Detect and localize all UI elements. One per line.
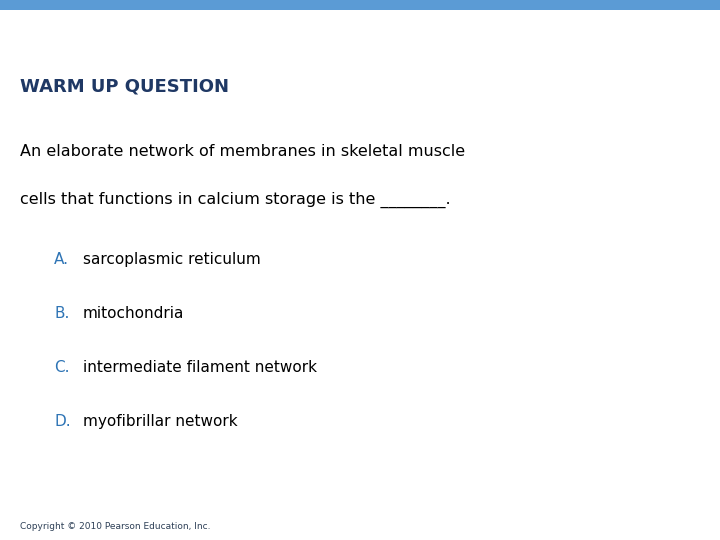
- Text: myofibrillar network: myofibrillar network: [83, 414, 238, 429]
- Text: B.: B.: [54, 306, 69, 321]
- Text: intermediate filament network: intermediate filament network: [83, 360, 317, 375]
- Text: An elaborate network of membranes in skeletal muscle: An elaborate network of membranes in ske…: [20, 144, 465, 159]
- Text: mitochondria: mitochondria: [83, 306, 184, 321]
- Text: cells that functions in calcium storage is the ________.: cells that functions in calcium storage …: [20, 192, 451, 208]
- Text: D.: D.: [54, 414, 71, 429]
- Text: A.: A.: [54, 252, 69, 267]
- Text: WARM UP QUESTION: WARM UP QUESTION: [20, 77, 229, 96]
- Bar: [0, 0, 720, 10]
- Text: C.: C.: [54, 360, 70, 375]
- Text: Copyright © 2010 Pearson Education, Inc.: Copyright © 2010 Pearson Education, Inc.: [20, 522, 211, 531]
- Text: sarcoplasmic reticulum: sarcoplasmic reticulum: [83, 252, 261, 267]
